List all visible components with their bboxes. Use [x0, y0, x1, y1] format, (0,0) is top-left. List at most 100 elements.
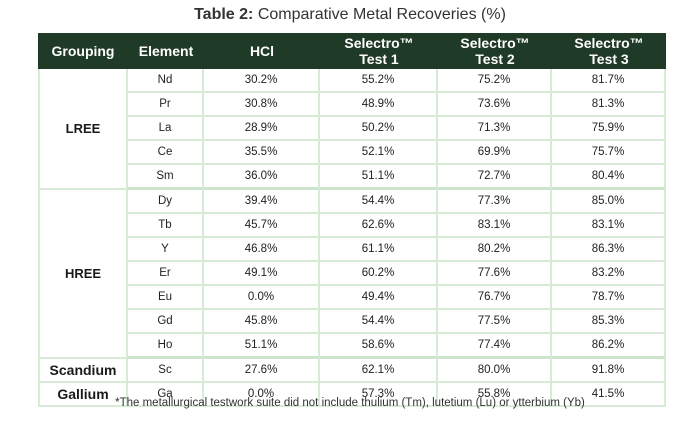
cell-test-1: 50.2% — [320, 117, 438, 141]
cell-test-2: 76.7% — [438, 286, 552, 310]
table-row: Ho 51.1% 58.6% 77.4% 86.2% — [38, 334, 666, 359]
cell-hcl: 45.7% — [204, 214, 320, 238]
table-row: Er 49.1% 60.2% 77.6% 83.2% — [38, 262, 666, 286]
table-row: Ce 35.5% 52.1% 69.9% 75.7% — [38, 141, 666, 165]
cell-hcl: 0.0% — [204, 383, 320, 407]
cell-test-2: 69.9% — [438, 141, 552, 165]
cell-element: Eu — [128, 286, 204, 310]
cell-hcl: 30.8% — [204, 93, 320, 117]
cell-test-1: 61.1% — [320, 238, 438, 262]
cell-element: Sm — [128, 165, 204, 190]
cell-test-1: 58.6% — [320, 334, 438, 359]
cell-test-2: 71.3% — [438, 117, 552, 141]
cell-test-3: 81.7% — [552, 69, 666, 93]
cell-test-2: 83.1% — [438, 214, 552, 238]
cell-hcl: 39.4% — [204, 190, 320, 214]
cell-element: Pr — [128, 93, 204, 117]
cell-test-2: 73.6% — [438, 93, 552, 117]
cell-hcl: 35.5% — [204, 141, 320, 165]
cell-element: Sc — [128, 359, 204, 383]
table-row: LREE Nd 30.2% 55.2% 75.2% 81.7% — [38, 69, 666, 190]
header-hcl: HCl — [204, 33, 320, 69]
cell-test-1: 55.2% — [320, 69, 438, 93]
table-footnote: *The metallurgical testwork suite did no… — [115, 397, 585, 409]
header-test-2-line2: Test 2 — [475, 51, 515, 67]
cell-hcl: 46.8% — [204, 238, 320, 262]
cell-test-3: 75.9% — [552, 117, 666, 141]
cell-test-3: 80.4% — [552, 165, 666, 190]
cell-test-2: 75.2% — [438, 69, 552, 93]
cell-test-1: 60.2% — [320, 262, 438, 286]
cell-element: Y — [128, 238, 204, 262]
cell-element: Nd — [128, 69, 204, 93]
table-row: Y 46.8% 61.1% 80.2% 86.3% — [38, 238, 666, 262]
header-element: Element — [128, 33, 204, 69]
header-test-1-line2: Test 1 — [359, 51, 399, 67]
cell-element: Gd — [128, 310, 204, 334]
cell-test-3: 41.5% — [552, 383, 666, 407]
header-test-2-line1: Selectro™ — [460, 35, 530, 51]
cell-test-3: 86.3% — [552, 238, 666, 262]
cell-test-1: 62.1% — [320, 359, 438, 383]
cell-test-3: 83.1% — [552, 214, 666, 238]
cell-hcl: 36.0% — [204, 165, 320, 190]
cell-element: Ga — [128, 383, 204, 407]
cell-hcl: 51.1% — [204, 334, 320, 359]
table-row: Tb 45.7% 62.6% 83.1% 83.1% — [38, 214, 666, 238]
group-label-gallium: Gallium — [38, 383, 128, 407]
cell-hcl: 28.9% — [204, 117, 320, 141]
cell-test-2: 77.4% — [438, 334, 552, 359]
cell-test-3: 75.7% — [552, 141, 666, 165]
header-grouping: Grouping — [38, 33, 128, 69]
cell-test-2: 72.7% — [438, 165, 552, 190]
cell-test-3: 78.7% — [552, 286, 666, 310]
group-label-scandium: Scandium — [38, 359, 128, 383]
cell-test-1: 54.4% — [320, 310, 438, 334]
cell-hcl: 27.6% — [204, 359, 320, 383]
table-row: Sm 36.0% 51.1% 72.7% 80.4% — [38, 165, 666, 190]
cell-hcl: 30.2% — [204, 69, 320, 93]
cell-test-3: 83.2% — [552, 262, 666, 286]
cell-test-1: 52.1% — [320, 141, 438, 165]
table-row: Pr 30.8% 48.9% 73.6% 81.3% — [38, 93, 666, 117]
header-test-1-line1: Selectro™ — [344, 35, 414, 51]
cell-test-2: 77.5% — [438, 310, 552, 334]
table-title-text: Comparative Metal Recoveries (%) — [257, 6, 506, 23]
group-label-hree: HREE — [38, 190, 128, 359]
cell-test-1: 48.9% — [320, 93, 438, 117]
cell-test-1: 62.6% — [320, 214, 438, 238]
cell-hcl: 0.0% — [204, 286, 320, 310]
cell-test-2: 55.8% — [438, 383, 552, 407]
table-row: Eu 0.0% 49.4% 76.7% 78.7% — [38, 286, 666, 310]
cell-test-3: 85.3% — [552, 310, 666, 334]
cell-test-2: 80.0% — [438, 359, 552, 383]
cell-test-2: 77.6% — [438, 262, 552, 286]
cell-element: Tb — [128, 214, 204, 238]
cell-element: Dy — [128, 190, 204, 214]
table-title: Table 2: Comparative Metal Recoveries (%… — [0, 6, 700, 24]
cell-test-2: 80.2% — [438, 238, 552, 262]
table-title-label: Table 2: — [194, 6, 254, 23]
cell-test-1: 57.3% — [320, 383, 438, 407]
cell-element: La — [128, 117, 204, 141]
cell-test-3: 85.0% — [552, 190, 666, 214]
header-test-2: Selectro™ Test 2 — [438, 33, 552, 69]
cell-test-1: 54.4% — [320, 190, 438, 214]
table-row: HREE Dy 39.4% 54.4% 77.3% 85.0% — [38, 190, 666, 359]
cell-hcl: 49.1% — [204, 262, 320, 286]
cell-test-1: 51.1% — [320, 165, 438, 190]
cell-element: Er — [128, 262, 204, 286]
group-label-lree: LREE — [38, 69, 128, 190]
table-row: Gd 45.8% 54.4% 77.5% 85.3% — [38, 310, 666, 334]
cell-test-2: 77.3% — [438, 190, 552, 214]
table-header-row: Grouping Element HCl Selectro™ Test 1 Sel… — [38, 33, 666, 69]
header-test-3: Selectro™ Test 3 — [552, 33, 666, 69]
header-test-1: Selectro™ Test 1 — [320, 33, 438, 69]
metal-recoveries-table: Grouping Element HCl Selectro™ Test 1 Sel… — [38, 33, 666, 407]
cell-test-3: 86.2% — [552, 334, 666, 359]
cell-test-3: 91.8% — [552, 359, 666, 383]
cell-test-1: 49.4% — [320, 286, 438, 310]
cell-element: Ce — [128, 141, 204, 165]
cell-hcl: 45.8% — [204, 310, 320, 334]
header-test-3-line2: Test 3 — [589, 51, 629, 67]
